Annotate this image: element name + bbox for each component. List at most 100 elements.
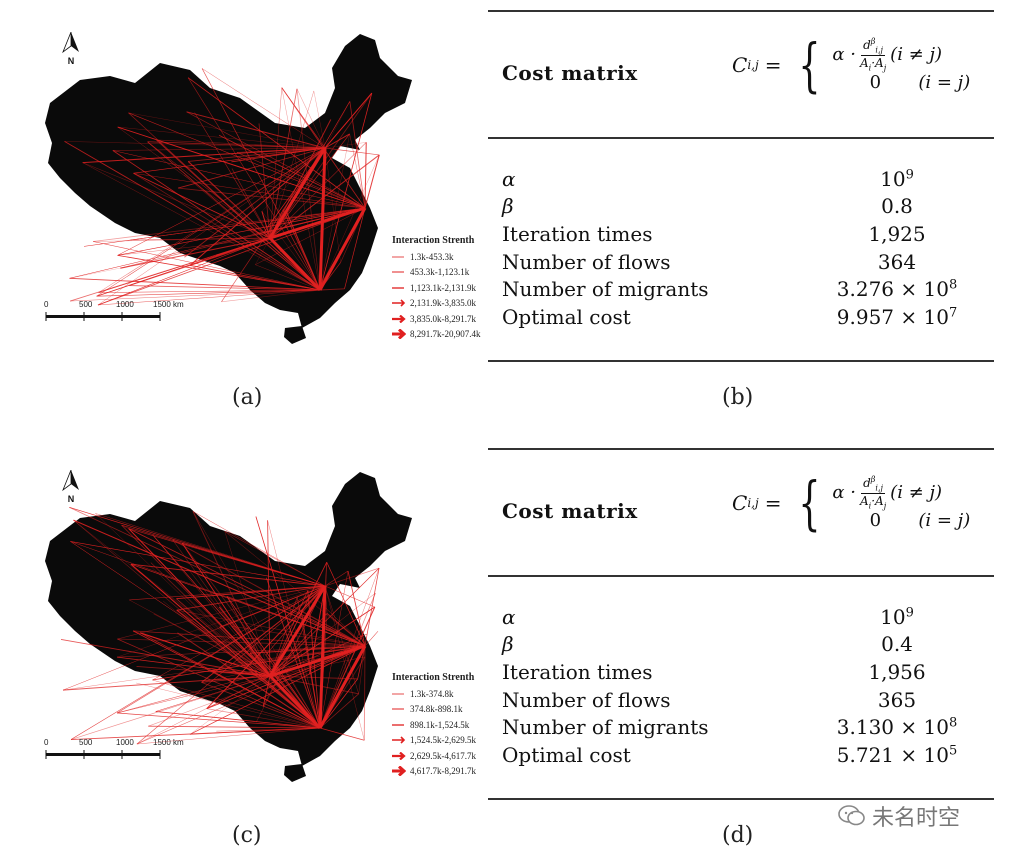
flow-lines-a bbox=[64, 68, 380, 306]
scale-tick-2: 1000 bbox=[116, 300, 134, 309]
legend-item: 2,131.9k-3,835.0k bbox=[392, 296, 481, 312]
flow-line bbox=[128, 112, 366, 209]
scale-tick-3: 1500 km bbox=[153, 300, 184, 309]
param-rows: α 109 β 0.8 Iteration times 1,925 Number of fl… bbox=[502, 165, 992, 331]
flow-line-strong bbox=[268, 147, 327, 239]
flow-line bbox=[194, 112, 271, 239]
flow-line bbox=[176, 609, 321, 729]
param-value: 1,956 bbox=[868, 659, 926, 684]
north-label: N bbox=[67, 56, 75, 66]
flow-line bbox=[136, 666, 271, 677]
flow-line bbox=[116, 585, 326, 658]
flow-line-strong bbox=[318, 207, 367, 291]
flow-line bbox=[231, 625, 366, 647]
flow-line bbox=[226, 596, 321, 729]
scale-tick-3: 1500 km bbox=[153, 738, 184, 747]
flow-line bbox=[347, 570, 366, 647]
flow-line-strong bbox=[318, 585, 327, 729]
param-row: α 109 bbox=[502, 165, 992, 193]
watermark: 未名时空 bbox=[838, 800, 960, 832]
flow-line bbox=[70, 541, 326, 587]
north-arrow-c: N bbox=[62, 469, 80, 504]
flow-line bbox=[269, 675, 359, 695]
flow-line bbox=[186, 111, 326, 149]
mid-rule bbox=[488, 575, 994, 577]
param-value: 109 bbox=[880, 604, 914, 629]
flow-line bbox=[201, 681, 321, 729]
scale-tick-1: 500 bbox=[79, 300, 93, 309]
north-label: N bbox=[67, 494, 75, 504]
legend-a: Interaction Strenth 1.3k-453.3k 453.3k-1… bbox=[392, 235, 481, 342]
param-name: β bbox=[502, 632, 514, 657]
flow-line bbox=[117, 675, 271, 714]
param-value: 3.276 × 108 bbox=[836, 277, 958, 302]
param-name: β bbox=[502, 194, 514, 219]
scale-tick-0: 0 bbox=[44, 300, 49, 309]
flow-line-strong bbox=[268, 236, 322, 292]
flow-line bbox=[97, 237, 271, 306]
flow-line bbox=[261, 211, 271, 239]
legend-title: Interaction Strenth bbox=[392, 672, 475, 683]
param-name: Number of flows bbox=[502, 687, 671, 712]
flow-line bbox=[112, 150, 321, 291]
top-rule bbox=[488, 448, 994, 450]
flow-line bbox=[60, 638, 271, 677]
flow-line bbox=[364, 154, 380, 209]
flow-line-strong bbox=[269, 206, 366, 240]
bottom-rule bbox=[488, 360, 994, 362]
flow-line bbox=[296, 88, 321, 291]
legend-item: 4,617.7k-8,291.7k bbox=[392, 764, 476, 780]
flow-line bbox=[139, 632, 321, 729]
flow-line bbox=[192, 511, 326, 587]
flow-line bbox=[324, 570, 349, 587]
flow-line bbox=[255, 516, 321, 729]
flow-line bbox=[155, 711, 321, 729]
flow-line bbox=[255, 207, 366, 265]
flow-line bbox=[172, 539, 366, 647]
north-arrow-a: N bbox=[62, 31, 80, 66]
flow-line-strong bbox=[318, 645, 367, 729]
caption-c: (c) bbox=[232, 823, 262, 848]
flow-line bbox=[218, 606, 321, 729]
scale-tick-2: 1000 bbox=[116, 738, 134, 747]
flow-line bbox=[184, 147, 326, 258]
flow-line bbox=[224, 531, 366, 647]
flow-line bbox=[201, 68, 326, 149]
flow-line bbox=[206, 645, 366, 709]
flow-line bbox=[357, 645, 366, 679]
flow-line bbox=[319, 693, 359, 729]
flow-line bbox=[319, 570, 349, 729]
scale-bar-a: 0 500 1000 1500 km bbox=[44, 300, 204, 324]
flow-line bbox=[147, 141, 326, 149]
flow-line bbox=[96, 147, 326, 297]
flow-line bbox=[324, 133, 350, 149]
flow-line bbox=[224, 531, 326, 587]
flow-line bbox=[187, 77, 366, 209]
flow-line bbox=[221, 289, 321, 303]
param-row: Iteration times 1,925 bbox=[502, 220, 992, 248]
param-row: β 0.4 bbox=[502, 631, 992, 659]
param-row: α 109 bbox=[502, 603, 992, 631]
legend-title: Interaction Strenth bbox=[392, 235, 475, 246]
flow-line bbox=[73, 519, 271, 677]
legend-item: 1,123.1k-2,131.9k bbox=[392, 282, 476, 293]
flow-line bbox=[324, 142, 367, 149]
param-value: 9.957 × 107 bbox=[836, 304, 958, 329]
flow-line bbox=[324, 585, 359, 694]
flow-line bbox=[319, 678, 358, 729]
flow-line bbox=[269, 88, 298, 239]
param-value: 0.8 bbox=[881, 194, 913, 219]
flow-line bbox=[206, 585, 326, 709]
flow-line bbox=[130, 563, 326, 587]
flow-line bbox=[132, 630, 366, 647]
flow-line bbox=[178, 187, 366, 209]
flow-line bbox=[269, 562, 328, 677]
flow-line bbox=[83, 207, 366, 247]
flow-line bbox=[269, 119, 332, 239]
flow-line bbox=[188, 147, 326, 162]
param-row: Number of migrants 3.130 × 108 bbox=[502, 713, 992, 741]
flow-line bbox=[187, 161, 271, 239]
flow-line bbox=[97, 289, 321, 306]
flow-line bbox=[117, 638, 321, 729]
